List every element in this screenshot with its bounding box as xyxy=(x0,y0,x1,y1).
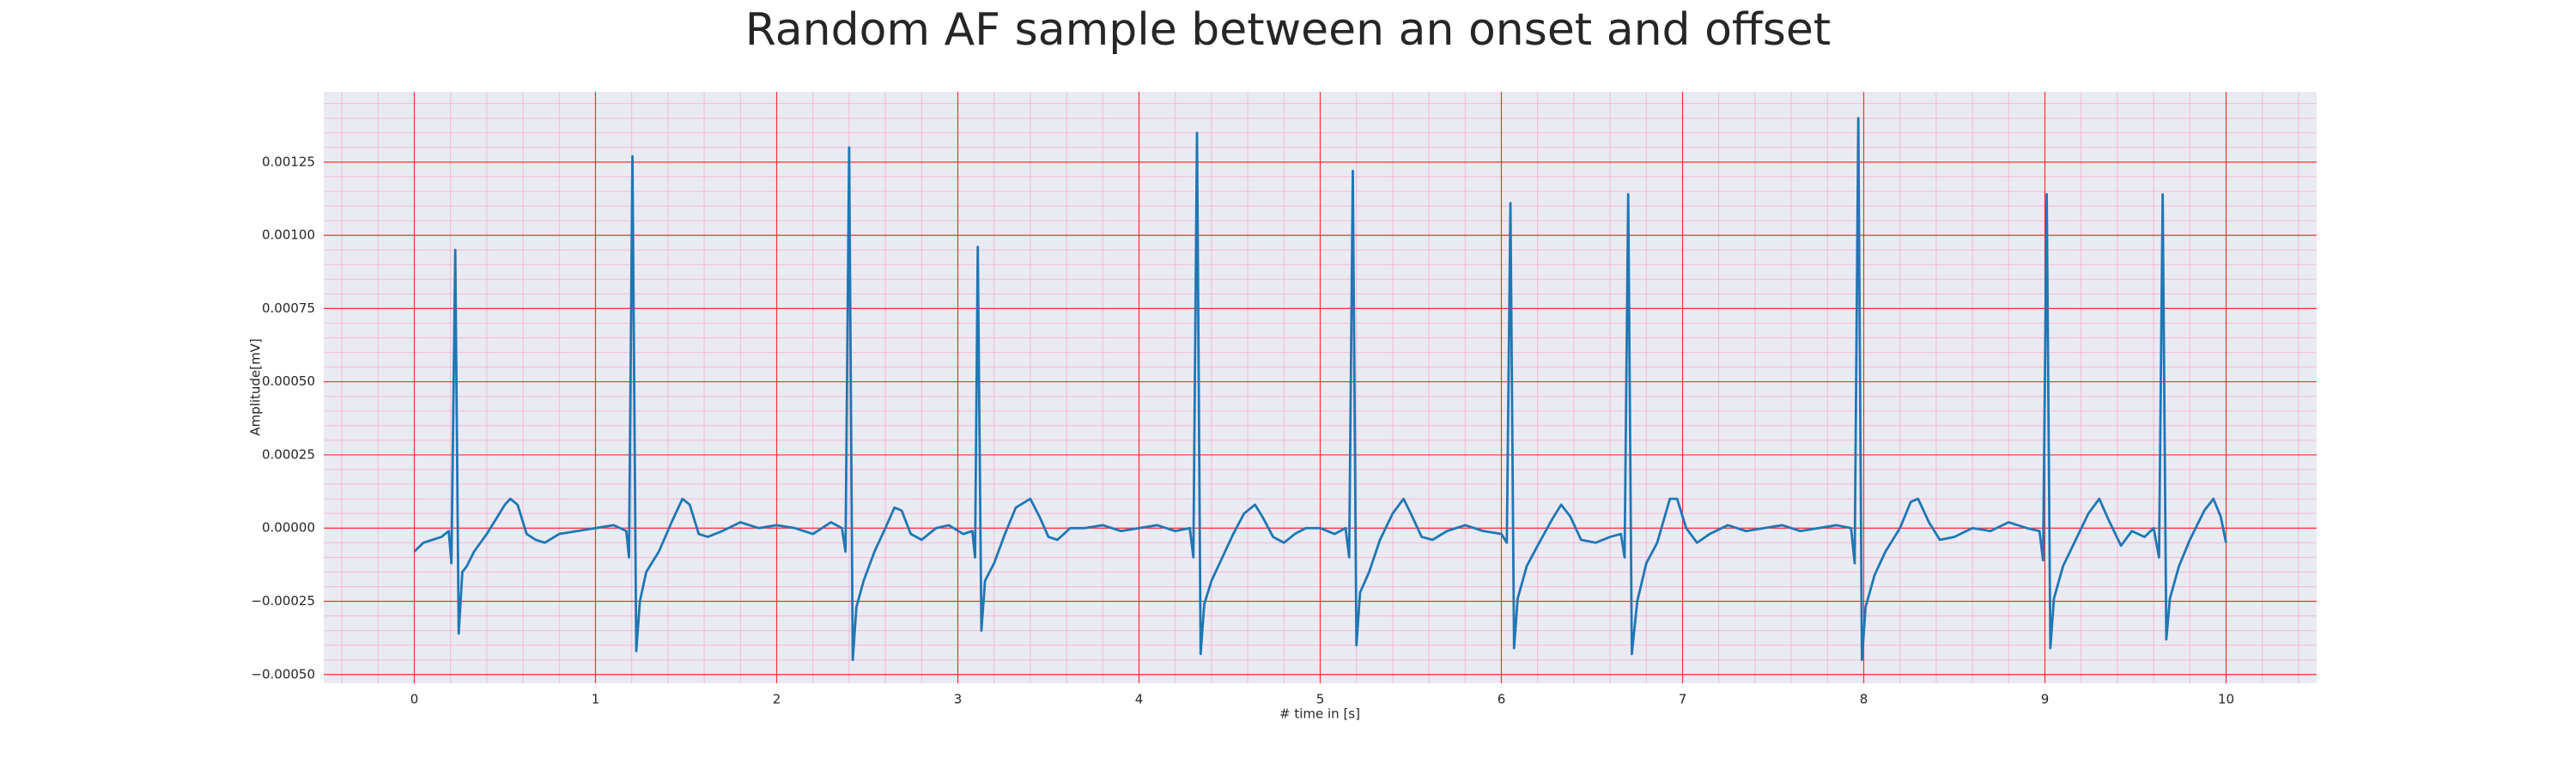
x-tick-label: 7 xyxy=(1679,692,1687,707)
y-tick-label: −0.00025 xyxy=(251,593,315,609)
x-tick-label: 10 xyxy=(2218,692,2234,707)
x-tick-label: 5 xyxy=(1316,692,1325,707)
y-tick-label: −0.00050 xyxy=(251,666,315,682)
chart-title: Random AF sample between an onset and of… xyxy=(745,4,1831,56)
ecg-line xyxy=(413,117,2227,662)
x-axis-label: # time in [s] xyxy=(1279,706,1360,722)
x-tick-label: 0 xyxy=(410,692,419,707)
x-tick-label: 4 xyxy=(1135,692,1144,707)
x-tick-label: 8 xyxy=(1860,692,1868,707)
x-tick-label: 9 xyxy=(2041,692,2050,707)
y-axis-label: Amplitude[mV] xyxy=(248,338,264,435)
y-tick-label: 0.00125 xyxy=(262,154,315,169)
x-tick-label: 2 xyxy=(773,692,781,707)
y-tick-label: 0.00025 xyxy=(262,446,315,462)
y-tick-label: 0.00050 xyxy=(262,373,315,389)
x-tick-label: 6 xyxy=(1498,692,1506,707)
grid xyxy=(324,92,2317,683)
y-tick-label: 0.00100 xyxy=(262,227,315,243)
x-tick-label: 1 xyxy=(592,692,600,707)
y-tick-label: 0.00000 xyxy=(262,520,315,536)
x-tick-label: 3 xyxy=(954,692,963,707)
y-tick-label: 0.00075 xyxy=(262,300,315,316)
